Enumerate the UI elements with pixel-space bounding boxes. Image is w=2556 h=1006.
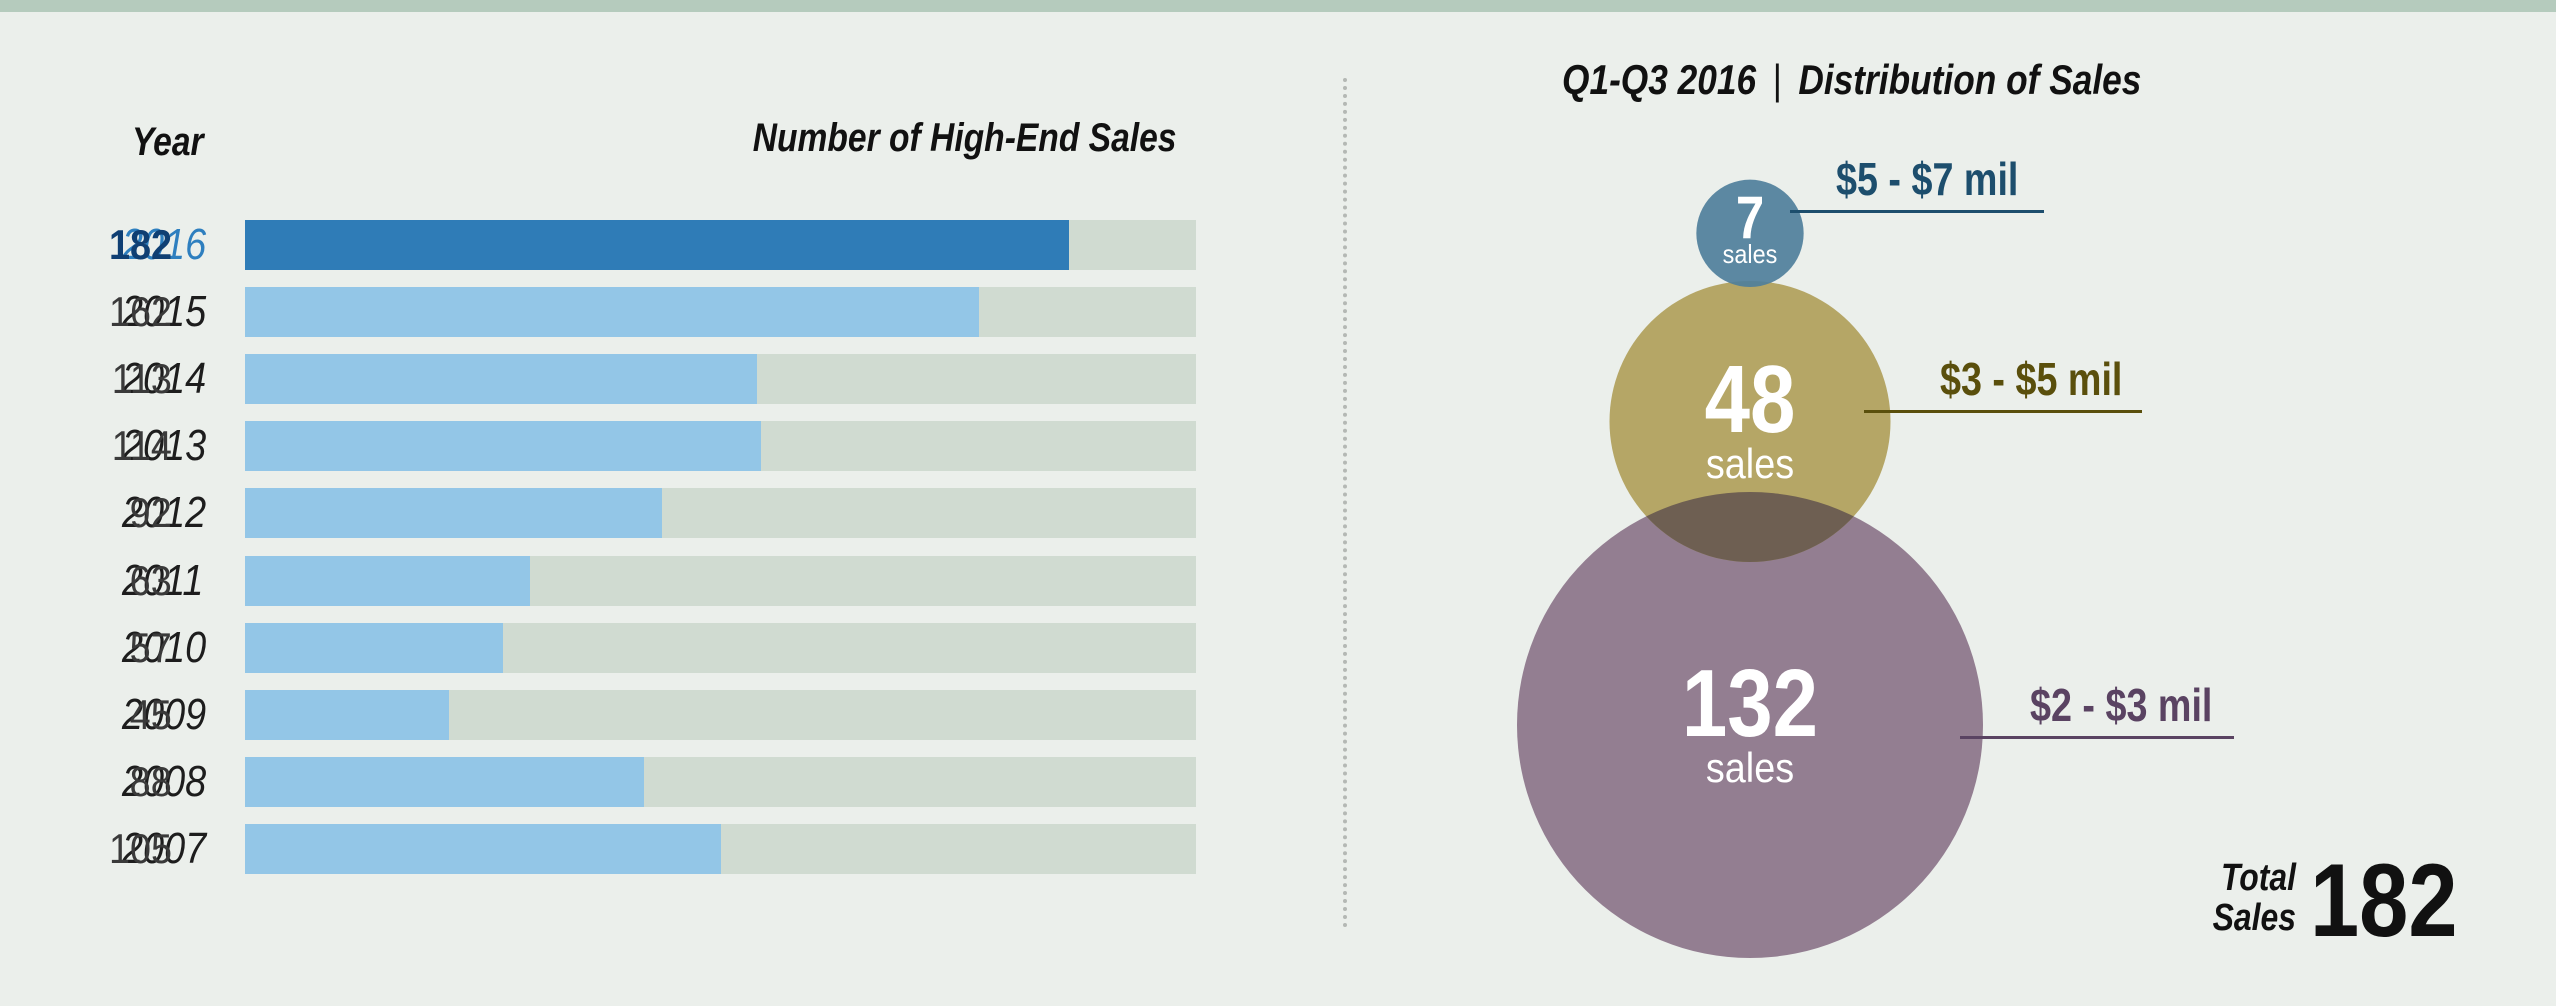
- bar-row-2007: 2007 105: [0, 823, 1300, 874]
- title-subject: Distribution of Sales: [1798, 56, 2142, 103]
- year-label: 2015: [122, 287, 207, 337]
- value-label: 114: [111, 422, 172, 470]
- bar-2015: [245, 287, 979, 338]
- bubble-value: 48: [1704, 346, 1796, 454]
- year-label: 2014: [122, 354, 207, 404]
- distribution-title: Q1-Q3 2016 | Distribution of Sales: [1562, 56, 2141, 104]
- bar-row-2009: 2009 45: [0, 689, 1300, 740]
- top-band: [0, 0, 2556, 12]
- bar-2016: [245, 220, 1070, 270]
- total-label: Total Sales: [2204, 858, 2296, 938]
- bar-row-2010: 2010 57: [0, 622, 1300, 673]
- year-label: 2016: [122, 220, 207, 269]
- bubble-132: [1517, 492, 1983, 958]
- bar-track: [245, 421, 1196, 472]
- value-label: 92: [129, 489, 172, 537]
- total-label-line2: Sales: [2212, 897, 2296, 939]
- bar-2008: [245, 756, 644, 807]
- bar-2014: [245, 354, 757, 405]
- value-label: 182: [108, 221, 172, 268]
- bar-track: [245, 287, 1196, 338]
- title-period: Q1-Q3 2016: [1562, 56, 1757, 103]
- bar-2012: [245, 488, 662, 539]
- value-label: 57: [129, 623, 172, 671]
- bar-track: [245, 220, 1196, 270]
- bar-row-2011: 2011 63: [0, 555, 1300, 606]
- bubble-48: [1609, 280, 1891, 562]
- bar-track: [245, 689, 1196, 740]
- year-label: 2008: [122, 756, 207, 806]
- year-label: 2013: [122, 421, 207, 471]
- bar-track: [245, 488, 1196, 539]
- total-sales-value: 182: [2310, 843, 2458, 959]
- range-leader-line: [1864, 410, 2142, 413]
- total-label-line1: Total: [2220, 857, 2296, 899]
- year-label: 2010: [122, 622, 207, 672]
- bubble-value: 7: [1735, 184, 1765, 252]
- bubble-unit: sales: [1705, 440, 1795, 488]
- bar-2011: [245, 555, 531, 606]
- bar-row-2014: 2014 113: [0, 354, 1300, 405]
- value-label: 88: [129, 757, 172, 805]
- bar-track: [245, 622, 1196, 673]
- bar-track: [245, 823, 1196, 874]
- bubble-unit: sales: [1722, 239, 1778, 270]
- value-label: 113: [111, 355, 172, 403]
- bar-chart: 2016 182 2015 162 2014 113 2013 114 2012 92 2011 63…: [0, 220, 1300, 874]
- bar-row-2012: 2012 92: [0, 488, 1300, 539]
- bar-row-2008: 2008 88: [0, 756, 1300, 807]
- title-separator: |: [1772, 56, 1782, 103]
- bubble-value: 132: [1681, 649, 1819, 757]
- bar-track: [245, 354, 1196, 405]
- bubble-unit: sales: [1705, 744, 1795, 791]
- bar-row-2016: 2016 182: [0, 220, 1300, 270]
- year-label: 2011: [122, 555, 204, 605]
- value-label: 45: [129, 690, 172, 738]
- value-label: 105: [108, 824, 172, 872]
- bar-2007: [245, 823, 721, 874]
- bubble-7: [1696, 179, 1804, 287]
- sales-column-header: Number of High-End Sales: [752, 116, 1176, 160]
- range-leader-line: [1790, 210, 2044, 213]
- value-label: 63: [129, 556, 172, 604]
- bar-2013: [245, 421, 762, 472]
- range-label: $2 - $3 mil: [2030, 679, 2213, 731]
- year-column-header: Year: [132, 120, 204, 164]
- range-label: $3 - $5 mil: [1940, 353, 2123, 405]
- bar-2009: [245, 689, 449, 740]
- bar-track: [245, 555, 1196, 606]
- year-label: 2009: [122, 689, 207, 739]
- section-divider: [1343, 78, 1347, 928]
- bar-2010: [245, 622, 504, 673]
- range-leader-line: [1960, 736, 2234, 739]
- range-label: $5 - $7 mil: [1836, 153, 2019, 205]
- year-label: 2007: [122, 823, 207, 873]
- value-label: 162: [108, 288, 172, 336]
- bar-track: [245, 756, 1196, 807]
- year-label: 2012: [122, 488, 207, 538]
- bar-row-2013: 2013 114: [0, 421, 1300, 472]
- bar-row-2015: 2015 162: [0, 287, 1300, 338]
